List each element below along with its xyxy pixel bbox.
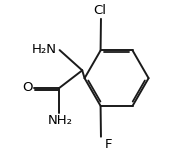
Text: H₂N: H₂N [32,43,57,56]
Text: Cl: Cl [93,3,106,16]
Text: F: F [105,138,112,151]
Text: NH₂: NH₂ [48,114,73,127]
Text: O: O [22,81,32,94]
